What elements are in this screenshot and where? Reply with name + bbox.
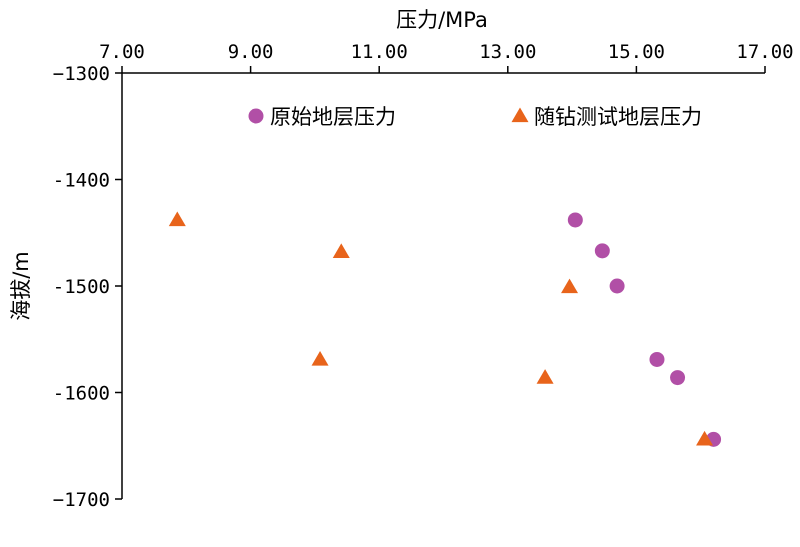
drilling-test-pressure-point — [561, 278, 579, 294]
x-tick-label: 9.00 — [228, 41, 274, 63]
legend-label: 原始地层压力 — [270, 105, 396, 129]
drilling-test-pressure-point — [332, 243, 350, 259]
data-points — [168, 211, 722, 447]
x-tick-label: 11.00 — [351, 41, 408, 63]
x-tick-label: 17.00 — [736, 41, 793, 63]
original-pressure-point — [649, 351, 665, 367]
drilling-test-pressure-point — [311, 350, 329, 366]
y-tick-label: -1600 — [53, 383, 110, 405]
y-tick-label: -1500 — [53, 276, 110, 298]
original-pressure-point — [594, 243, 610, 259]
x-tick-label: 15.00 — [608, 41, 665, 63]
legend-marker — [248, 108, 264, 124]
original-pressure-point — [670, 370, 686, 386]
y-tick-label: −1300 — [53, 63, 110, 85]
legend: 原始地层压力 随钻测试地层压力 — [248, 105, 702, 129]
legend-label: 随钻测试地层压力 — [534, 105, 702, 129]
drilling-test-pressure-point — [696, 430, 714, 446]
drilling-test-pressure-point — [536, 369, 554, 384]
y-tick-label: −1700 — [53, 489, 110, 511]
x-axis-title: 压力/MPa — [396, 8, 488, 32]
axes — [115, 66, 766, 500]
original-pressure-point — [567, 212, 583, 228]
x-tick-labels: 7.00 9.00 11.00 13.00 15.00 17.00 — [99, 41, 793, 63]
legend-marker — [511, 107, 529, 123]
y-axis-title: 海拔/m — [9, 251, 33, 321]
legend-item-original-pressure: 原始地层压力 — [248, 105, 396, 129]
drilling-test-pressure-point — [168, 211, 186, 227]
x-tick-label: 7.00 — [99, 41, 145, 63]
y-tick-labels: −1300 -1400 -1500 -1600 −1700 — [53, 63, 110, 511]
x-tick-label: 13.00 — [479, 41, 536, 63]
original-pressure-point — [609, 278, 625, 294]
y-tick-label: -1400 — [53, 170, 110, 192]
legend-item-drilling-test-pressure: 随钻测试地层压力 — [511, 105, 702, 129]
